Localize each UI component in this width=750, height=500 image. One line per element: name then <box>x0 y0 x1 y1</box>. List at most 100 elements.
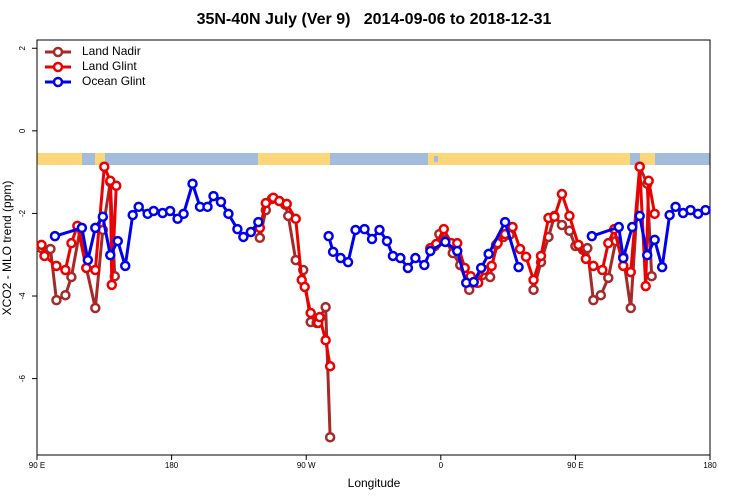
x-tick-label: 90 W <box>297 461 316 470</box>
data-point <box>626 221 638 233</box>
y-axis-label: XCO2 - MLO trend (ppm) <box>0 181 14 316</box>
data-point <box>634 161 645 173</box>
data-point <box>111 180 122 192</box>
data-point <box>564 210 575 222</box>
data-point <box>232 223 243 235</box>
data-point <box>520 251 532 263</box>
data-point <box>656 261 668 273</box>
data-point <box>588 260 599 272</box>
data-point <box>649 208 660 220</box>
y-tick-label: 0 <box>18 128 27 133</box>
x-tick-label: 0 <box>439 461 444 470</box>
data-point <box>112 235 124 247</box>
data-point <box>625 302 636 314</box>
data-point <box>374 224 385 236</box>
data-point <box>245 226 257 238</box>
data-point <box>223 208 234 220</box>
data-point <box>260 197 272 209</box>
data-point <box>588 294 599 306</box>
data-point <box>359 223 370 235</box>
data-point <box>507 221 518 233</box>
x-tick-label: 90 E <box>567 461 583 470</box>
data-point <box>425 245 436 257</box>
data-point <box>66 237 77 249</box>
data-point <box>641 249 653 261</box>
data-point <box>419 259 430 271</box>
chart-title: 35N-40N July (Ver 9) 2014-09-06 to 2018-… <box>197 11 552 28</box>
data-point <box>105 249 116 261</box>
data-point <box>290 213 301 225</box>
data-point <box>700 204 711 216</box>
data-point <box>640 280 651 292</box>
data-point <box>66 271 77 283</box>
land-band <box>258 153 330 165</box>
data-point <box>440 236 451 248</box>
data-point <box>60 289 71 301</box>
data-point <box>90 222 101 234</box>
data-point <box>484 271 496 283</box>
data-point <box>486 260 497 272</box>
data-point <box>410 252 421 264</box>
data-point <box>649 234 660 246</box>
y-tick-label: -6 <box>18 375 27 383</box>
data-point <box>45 243 56 255</box>
data-point <box>625 266 636 278</box>
data-point <box>238 231 249 243</box>
data-point <box>549 211 560 222</box>
surface-band <box>37 153 710 165</box>
data-point <box>281 198 293 210</box>
data-point <box>618 252 629 264</box>
data-point <box>603 237 614 249</box>
data-point <box>127 209 138 221</box>
data-point <box>643 175 654 187</box>
legend-swatch <box>52 76 64 88</box>
data-point <box>99 161 110 173</box>
data-point <box>381 235 393 247</box>
data-point <box>97 211 109 222</box>
data-point <box>187 178 198 189</box>
data-point <box>603 272 614 284</box>
data-point <box>395 252 406 264</box>
data-point <box>535 250 547 262</box>
data-point <box>314 311 325 323</box>
data-point <box>51 260 62 272</box>
land-band <box>640 153 655 165</box>
ocean-band <box>434 156 438 162</box>
data-point <box>595 289 607 301</box>
data-point <box>324 360 336 372</box>
data-point <box>670 201 681 213</box>
data-point <box>582 242 593 254</box>
data-point <box>646 270 657 282</box>
data-point <box>164 205 176 217</box>
data-point <box>556 188 568 200</box>
data-point <box>634 210 645 222</box>
data-point <box>320 334 331 346</box>
data-point <box>335 252 346 264</box>
data-point <box>215 196 227 208</box>
data-point <box>514 243 526 255</box>
data-point <box>402 262 414 274</box>
y-tick-label: -2 <box>18 209 27 217</box>
data-point <box>499 216 511 228</box>
x-tick-label: 90 E <box>29 461 45 470</box>
data-point <box>438 223 450 235</box>
data-point <box>342 256 354 268</box>
data-point <box>323 230 334 242</box>
data-point <box>299 281 310 293</box>
data-point <box>305 307 316 319</box>
data-point <box>51 294 62 306</box>
data-point <box>90 264 101 276</box>
data-point <box>106 279 118 291</box>
data-point <box>60 264 71 276</box>
data-point <box>76 222 88 234</box>
data-point <box>90 302 101 314</box>
data-point <box>528 284 539 296</box>
data-point <box>664 209 675 221</box>
x-tick-label: 180 <box>165 461 179 470</box>
data-point <box>366 233 378 245</box>
data-point <box>573 239 584 251</box>
x-tick-label: 180 <box>703 461 717 470</box>
legend-label: Land Nadir <box>82 44 141 58</box>
data-point <box>254 232 266 244</box>
